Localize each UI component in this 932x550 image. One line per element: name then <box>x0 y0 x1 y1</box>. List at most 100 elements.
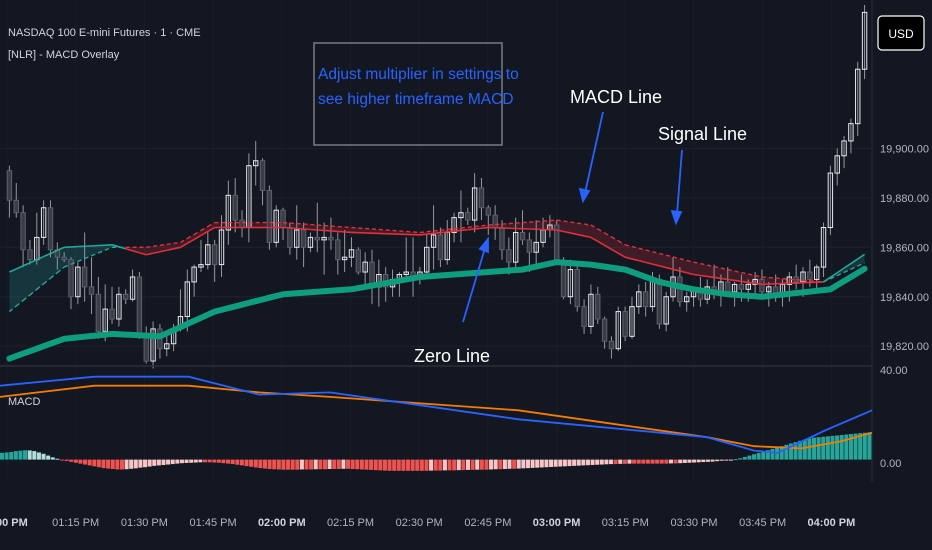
time-axis[interactable]: 1:00 PM 01:15 PM 01:30 PM 01:45 PM 02:00 PM 0… <box>0 517 855 529</box>
signal-line-segment <box>180 237 188 243</box>
sub-macd-line <box>0 375 873 454</box>
histogram-bar <box>544 459 549 468</box>
histogram-bar <box>512 459 517 469</box>
macd-sub-lines <box>0 375 873 454</box>
histogram-bar <box>567 459 572 467</box>
band-segment <box>358 228 366 233</box>
price-tick-label: 19,880.00 <box>880 193 929 205</box>
histogram-bar <box>752 454 757 460</box>
macd-line-segment <box>645 261 653 265</box>
macd-line-segment <box>467 228 475 231</box>
histogram-bar <box>129 459 134 469</box>
histogram-bar <box>807 438 812 460</box>
band-segment <box>194 230 201 240</box>
histogram-bar <box>733 459 738 461</box>
band-segment <box>700 263 708 277</box>
signal-line-segment <box>29 288 38 296</box>
candle-body <box>437 234 444 261</box>
histogram-bar <box>401 459 406 471</box>
candle-body <box>164 343 170 350</box>
candle-body <box>684 296 690 303</box>
band-segment <box>23 262 30 301</box>
band-segment <box>378 229 386 234</box>
band-segment <box>611 236 619 254</box>
candle-body <box>20 212 26 251</box>
histogram-bar <box>650 459 655 464</box>
signal-line-segment <box>850 265 859 270</box>
histogram-bar <box>304 459 309 470</box>
candle-body <box>266 189 273 243</box>
histogram-bar <box>50 457 55 460</box>
histogram-bar <box>267 459 272 470</box>
signal-line-segment <box>597 228 605 234</box>
band-segment <box>727 269 735 281</box>
histogram-bar <box>286 459 291 470</box>
histogram-bar <box>835 435 840 460</box>
symbol-title[interactable]: NASDAQ 100 E-mini Futures · 1 · CME <box>8 27 201 39</box>
histogram-bar <box>309 459 314 470</box>
histogram-bar <box>452 459 457 471</box>
histogram-bar <box>784 444 789 460</box>
histogram-bar <box>830 435 835 460</box>
signal-line-segment <box>8 305 17 313</box>
band-segment <box>29 259 37 295</box>
histogram-bar <box>96 459 101 468</box>
histogram-bar <box>235 459 240 465</box>
signal-line-segment <box>50 272 58 279</box>
macd-line-segment <box>563 230 571 234</box>
histogram-bar <box>673 459 678 464</box>
currency-button[interactable] <box>877 15 925 51</box>
candle-body <box>355 249 362 273</box>
histogram-bar <box>87 459 92 466</box>
band-segment <box>638 248 646 263</box>
indicator-title[interactable]: [NLR] - MACD Overlay <box>8 49 120 61</box>
macd-line-segment <box>665 266 674 271</box>
band-segment <box>515 222 523 229</box>
histogram-bar <box>502 459 507 470</box>
macd-line-segment <box>720 277 728 281</box>
band-segment <box>36 256 44 290</box>
candle-body <box>273 209 279 243</box>
histogram-bar <box>609 459 614 465</box>
histogram-bar <box>719 459 724 461</box>
band-segment <box>296 223 304 229</box>
signal-line-segment <box>679 257 687 262</box>
band-segment <box>508 223 516 229</box>
histogram-bar <box>489 459 494 470</box>
histogram-bar <box>424 459 429 471</box>
macd-line-segment <box>152 250 161 255</box>
histogram-bar <box>705 459 710 462</box>
histogram-bar <box>138 459 143 468</box>
band-segment <box>153 245 160 254</box>
zero-line-annotation: Zero Line <box>414 346 490 366</box>
signal-line-segment <box>56 266 65 274</box>
candle-body <box>335 239 341 261</box>
signal-line-segment <box>741 271 749 275</box>
histogram-bar <box>322 459 327 470</box>
currency-button-label[interactable]: USD <box>888 27 914 41</box>
macd-line-segment <box>50 249 58 255</box>
histogram-bar <box>765 450 770 460</box>
histogram-bar <box>802 439 807 460</box>
signal-line-segment <box>433 229 441 232</box>
price-axis[interactable]: 19,820.00 19,840.00 19,860.00 19,880.00 19,9… <box>880 143 929 353</box>
histogram-bar <box>867 432 872 460</box>
band-segment <box>659 253 667 268</box>
signal-line-segment <box>604 232 612 238</box>
histogram-bar <box>392 459 397 471</box>
candle-body <box>225 194 232 231</box>
signal-line-segment <box>761 276 769 279</box>
zero-arrow-line <box>462 247 486 323</box>
macd-line-segment <box>36 255 44 261</box>
signal-line-segment <box>577 222 585 225</box>
candle-body <box>827 172 834 229</box>
subpane-title[interactable]: MACD <box>8 396 40 408</box>
zero-line <box>6 259 868 362</box>
histogram-bar <box>359 459 364 470</box>
candle-body <box>526 239 533 253</box>
band-segment <box>84 245 92 259</box>
macd-line-segment <box>734 279 742 283</box>
band-segment <box>645 250 653 265</box>
macd-line-segment <box>617 252 626 258</box>
